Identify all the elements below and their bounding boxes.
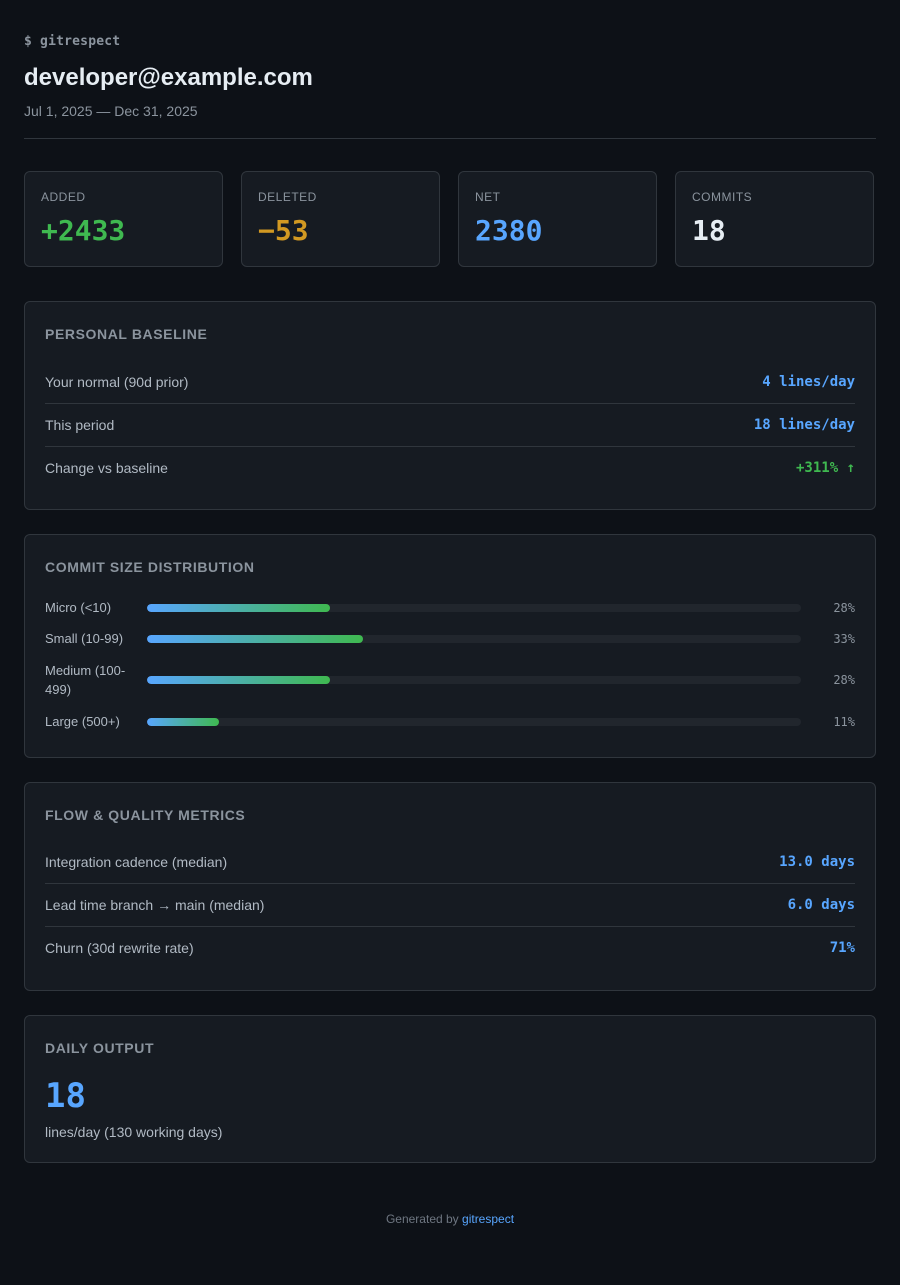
stat-value: −53	[258, 214, 309, 247]
stat-value: 18	[692, 214, 726, 247]
daily-output-value: 18	[45, 1076, 86, 1116]
stat-card-net: NET 2380	[458, 171, 657, 267]
row-value: 6.0 days	[787, 896, 855, 913]
bar-percent: 11%	[833, 714, 855, 729]
bar-fill	[147, 603, 331, 612]
daily-output-card: DAILY OUTPUT 18 lines/day (130 working d…	[24, 1015, 876, 1163]
stat-label: COMMITS	[692, 190, 753, 204]
baseline-card: PERSONAL BASELINE Your normal (90d prior…	[24, 301, 876, 510]
bar-label: Medium (100-499)	[45, 663, 126, 697]
footer-link[interactable]: gitrespect	[462, 1212, 515, 1226]
daily-output-caption: lines/day (130 working days)	[45, 1124, 223, 1140]
distribution-bar-row: Micro (<10) 28%	[45, 598, 855, 617]
stat-value: +2433	[41, 214, 126, 247]
footer: Generated by gitrespect	[0, 1212, 900, 1226]
stat-label: DELETED	[258, 190, 317, 204]
bar-track	[147, 676, 801, 684]
bar-label: Micro (<10)	[45, 600, 112, 615]
flow-row: Integration cadence (median) 13.0 days	[45, 840, 855, 884]
row-value: 4 lines/day	[762, 373, 855, 390]
stat-card-commits: COMMITS 18	[675, 171, 874, 267]
flow-row: Churn (30d rewrite rate) 71%	[45, 926, 855, 969]
card-title: COMMIT SIZE DISTRIBUTION	[45, 559, 255, 575]
row-value: +311% ↑	[795, 459, 855, 476]
baseline-row: Change vs baseline +311% ↑	[45, 446, 855, 489]
stat-card-added: ADDED +2433	[24, 171, 223, 267]
row-label: Churn (30d rewrite rate)	[45, 939, 194, 956]
stat-label: NET	[475, 190, 501, 204]
row-value: 13.0 days	[779, 853, 855, 870]
bar-percent: 33%	[833, 631, 855, 646]
bar-percent: 28%	[833, 600, 855, 615]
bar-fill	[147, 717, 219, 726]
row-value: 18 lines/day	[753, 416, 855, 433]
bar-fill	[147, 634, 363, 643]
row-label: Lead time branch → main (median)	[45, 896, 265, 913]
date-range: Jul 1, 2025 — Dec 31, 2025	[24, 103, 198, 119]
bar-percent: 28%	[833, 673, 855, 687]
stat-label: ADDED	[41, 190, 86, 204]
bar-label: Large (500+)	[45, 714, 120, 729]
flow-row: Lead time branch → main (median) 6.0 day…	[45, 883, 855, 927]
row-label: Integration cadence (median)	[45, 853, 228, 870]
distribution-bar-row: Large (500+) 11%	[45, 712, 855, 731]
stat-value: 2380	[475, 214, 543, 247]
bar-track	[147, 634, 801, 643]
row-label: Your normal (90d prior)	[45, 373, 189, 390]
row-label: Change vs baseline	[45, 459, 168, 476]
bar-track	[147, 717, 801, 726]
card-title: FLOW & QUALITY METRICS	[45, 807, 246, 823]
stat-card-deleted: DELETED −53	[241, 171, 440, 267]
header-divider	[24, 138, 876, 139]
card-title: DAILY OUTPUT	[45, 1040, 155, 1056]
baseline-row: Your normal (90d prior) 4 lines/day	[45, 360, 855, 404]
baseline-row: This period 18 lines/day	[45, 403, 855, 447]
bar-track	[147, 603, 801, 612]
row-value: 71%	[829, 939, 855, 956]
distribution-bar-row: Medium (100-499) 28%	[45, 661, 855, 699]
app-prompt: $ gitrespect	[24, 34, 121, 49]
distribution-card: COMMIT SIZE DISTRIBUTION Micro (<10) 28%…	[24, 534, 876, 758]
footer-text: Generated by	[385, 1212, 459, 1226]
flow-card: FLOW & QUALITY METRICS Integration caden…	[24, 782, 876, 991]
card-title: PERSONAL BASELINE	[45, 326, 208, 342]
page-title: developer@example.com	[24, 64, 313, 91]
distribution-bar-row: Small (10-99) 33%	[45, 629, 855, 648]
bar-label: Small (10-99)	[45, 631, 124, 646]
bar-fill	[147, 676, 331, 684]
row-label: This period	[45, 416, 115, 433]
